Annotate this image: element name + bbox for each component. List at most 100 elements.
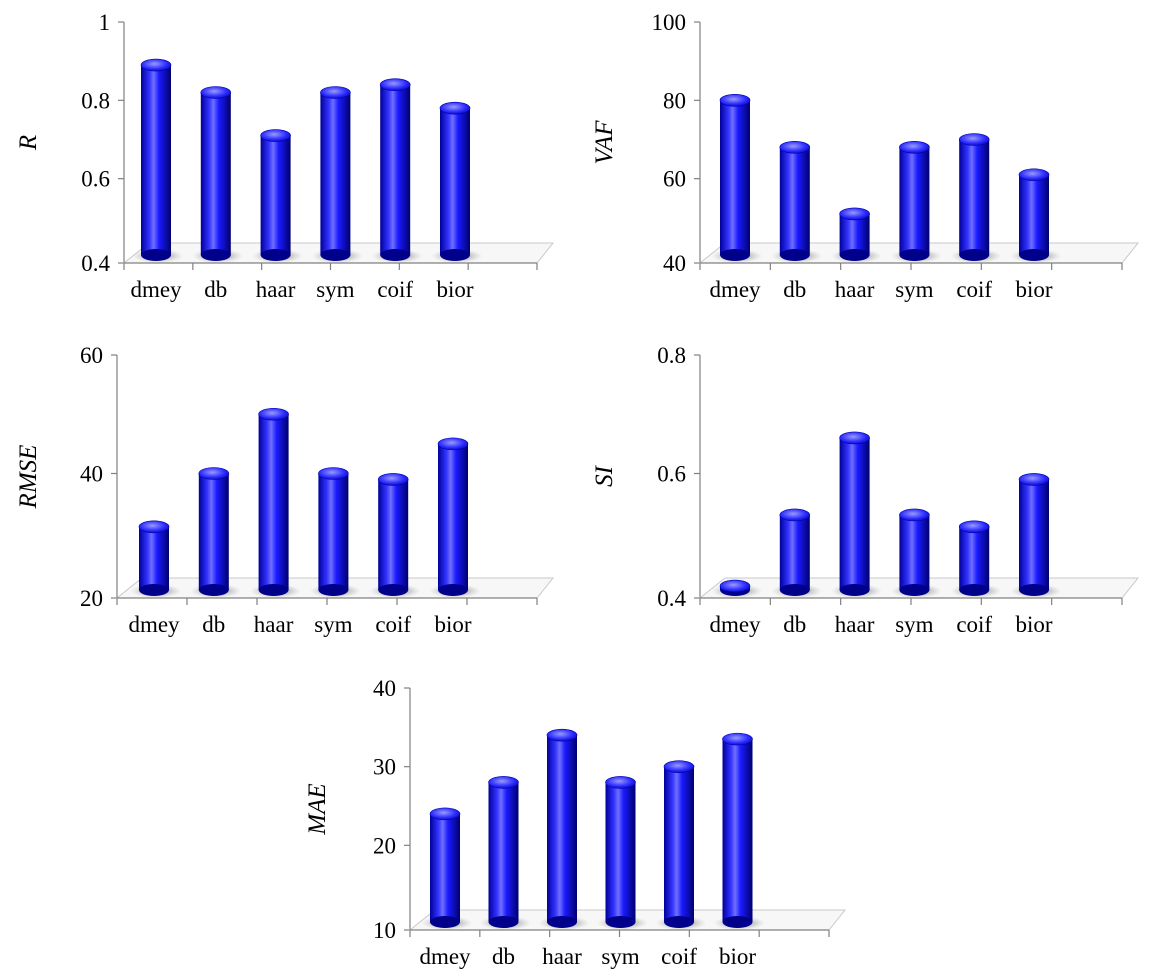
x-tick-label: dmey	[128, 612, 180, 637]
bar-sym	[309, 467, 361, 598]
bar-top-cap	[899, 141, 930, 154]
bar-bottom-cap	[139, 584, 169, 596]
bar-coif	[950, 133, 1002, 263]
bar-top-cap	[899, 508, 930, 522]
y-tick-label: 0.8	[657, 343, 686, 368]
bar-bottom-cap	[198, 584, 229, 596]
bar-bottom-cap	[380, 249, 411, 261]
bar-top-cap	[200, 86, 232, 99]
x-tick-label: bior	[719, 944, 756, 969]
bar-body	[839, 437, 870, 590]
bar-top-cap	[779, 508, 811, 522]
bar-bottom-cap	[258, 584, 289, 596]
bar-top-cap	[779, 141, 811, 154]
bar-top-cap	[198, 467, 230, 480]
bar-bior	[431, 101, 483, 263]
bar-dmey	[421, 807, 473, 930]
bar-dmey	[130, 520, 182, 598]
bar-bottom-cap	[488, 916, 519, 928]
x-tick-label: haar	[542, 944, 582, 969]
bar-bottom-cap	[320, 249, 351, 261]
bar-bior	[1010, 168, 1062, 263]
bar-bior	[429, 437, 481, 598]
bar-coif	[369, 473, 421, 598]
x-tick-label: bior	[1015, 277, 1052, 302]
x-tick-label: db	[783, 612, 806, 637]
y-tick-label: 1	[99, 10, 111, 35]
bar-top-cap	[379, 78, 411, 91]
bar-bottom-cap	[959, 249, 990, 261]
x-tick-label: dmey	[419, 944, 471, 969]
chart-panel-mae: 10 20 30 40 dmey db haar sym coif bior MAE	[304, 676, 847, 969]
bar-body	[198, 473, 229, 590]
bar-bottom-cap	[318, 584, 349, 596]
bar-top-cap	[439, 101, 471, 115]
x-tick-label: haar	[256, 277, 296, 302]
bar-top-cap	[719, 579, 751, 593]
bar-dmey	[711, 579, 763, 598]
y-axis-title: MAE	[304, 783, 331, 835]
bar-coif	[371, 78, 423, 263]
bar-top-cap	[318, 467, 349, 480]
bar-body	[141, 65, 171, 255]
bar-db	[771, 141, 823, 263]
bar-top-cap	[958, 520, 990, 534]
bar-body	[547, 735, 577, 922]
bar-top-cap	[140, 58, 172, 72]
x-tick-label: bior	[1015, 612, 1052, 637]
bar-sym	[890, 508, 942, 598]
y-axis-title: SI	[591, 464, 618, 487]
bar-top-cap	[719, 94, 751, 107]
bar-sym	[311, 86, 363, 263]
bar-body	[318, 473, 349, 590]
bar-haar	[250, 407, 302, 598]
x-tick-label: coif	[375, 612, 411, 637]
bar-haar	[252, 129, 304, 263]
bar-body	[779, 147, 810, 255]
x-tick-label: db	[783, 277, 806, 302]
bar-top-cap	[605, 776, 636, 789]
bar-body	[320, 92, 351, 255]
bar-bottom-cap	[720, 249, 750, 261]
bar-body	[378, 479, 409, 590]
bar-top-cap	[138, 520, 170, 534]
bar-sym	[597, 776, 648, 930]
x-tick-label: dmey	[130, 277, 182, 302]
bar-top-cap	[1018, 473, 1050, 486]
x-tick-label: coif	[956, 277, 992, 302]
y-tick-label: 100	[652, 10, 687, 35]
bar-dmey	[711, 94, 763, 263]
x-tick-label: dmey	[709, 612, 761, 637]
bar-body	[779, 514, 810, 590]
bar-bottom-cap	[547, 916, 577, 928]
x-tick-label: sym	[895, 612, 933, 637]
bar-bottom-cap	[260, 249, 291, 261]
y-tick-label: 20	[373, 833, 396, 858]
bar-top-cap	[258, 407, 289, 421]
bar-body	[139, 526, 169, 590]
x-tick-label: db	[202, 612, 225, 637]
y-tick-label: 0.6	[81, 167, 110, 192]
bar-bottom-cap	[200, 249, 231, 261]
x-tick-label: coif	[956, 612, 992, 637]
x-tick-label: db	[204, 277, 227, 302]
bar-coif	[950, 520, 1002, 598]
bar-dmey	[132, 58, 184, 263]
bar-haar	[831, 431, 883, 598]
bar-body	[430, 813, 460, 922]
bar-body	[899, 147, 930, 255]
y-axis-title: RMSE	[15, 445, 42, 510]
bar-body	[1019, 174, 1049, 255]
bar-top-cap	[429, 807, 461, 821]
y-tick-label: 0.8	[81, 88, 110, 113]
bar-body	[664, 766, 694, 922]
bar-db	[480, 776, 531, 930]
x-tick-label: sym	[314, 612, 352, 637]
bar-db	[190, 467, 242, 598]
y-tick-label: 40	[80, 462, 103, 487]
bar-top-cap	[260, 129, 291, 142]
y-axis-title: VAF	[591, 120, 618, 165]
bar-body	[722, 739, 753, 922]
y-axis-title: R	[15, 135, 42, 151]
